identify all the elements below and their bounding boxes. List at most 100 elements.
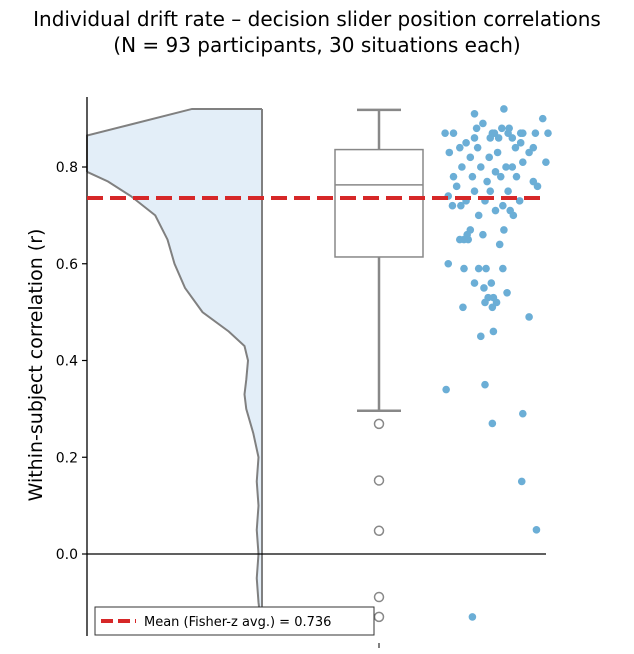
box-iqr — [334, 148, 424, 258]
data-point — [470, 109, 479, 118]
data-point — [500, 226, 508, 234]
data-point — [542, 158, 550, 166]
points-layer — [441, 105, 552, 621]
data-point — [498, 124, 506, 133]
data-point — [470, 134, 479, 142]
data-point — [508, 163, 517, 171]
data-point — [525, 313, 533, 321]
data-point — [482, 264, 490, 273]
y-tick-label: 0.2 — [56, 450, 78, 466]
data-point — [458, 163, 466, 171]
data-point — [486, 187, 495, 195]
data-point — [512, 172, 521, 181]
data-point — [477, 163, 485, 171]
data-point — [459, 303, 467, 312]
data-point — [449, 129, 458, 137]
data-point — [504, 187, 512, 195]
outlier-point — [373, 418, 385, 430]
data-point — [500, 105, 508, 113]
chart-title-line-1: Individual drift rate – decision slider … — [33, 7, 601, 31]
data-point — [519, 409, 527, 418]
data-point — [499, 201, 507, 210]
data-point — [488, 303, 497, 312]
data-point — [509, 211, 518, 220]
data-point — [532, 526, 541, 534]
boxplot-layer — [334, 108, 424, 648]
data-point — [468, 613, 477, 621]
data-point — [449, 172, 458, 181]
data-point — [466, 153, 475, 162]
data-point — [442, 385, 450, 394]
y-axis-label: Within-subject correlation (r) — [25, 229, 47, 502]
data-point — [490, 129, 499, 137]
data-point — [544, 129, 552, 137]
data-point — [462, 139, 470, 147]
y-tick-label: 0.4 — [56, 354, 78, 370]
data-point — [468, 172, 477, 181]
data-point — [464, 235, 473, 244]
legend-frame — [94, 606, 375, 636]
data-point — [505, 124, 513, 133]
y-axis: 0.0 0.2 0.4 0.6 0.8 — [56, 97, 88, 636]
data-point — [487, 279, 496, 287]
data-point — [441, 129, 449, 137]
data-point — [531, 129, 540, 137]
data-point — [496, 172, 505, 181]
data-point — [456, 143, 464, 152]
legend-mean-label: Mean (Fisher-z avg.) = 0.736 — [144, 615, 331, 630]
data-point — [519, 158, 527, 166]
chart-title-line-2: (N = 93 participants, 30 situations each… — [113, 33, 521, 57]
data-point — [508, 134, 517, 142]
data-point — [479, 119, 487, 128]
outlier-point — [373, 525, 385, 537]
data-point — [481, 298, 489, 307]
y-tick-label: 0.0 — [56, 547, 78, 563]
violin-fill — [87, 108, 262, 617]
data-point — [491, 168, 500, 176]
outlier-point — [373, 611, 385, 623]
data-point — [491, 206, 500, 215]
data-point — [448, 201, 457, 210]
data-point — [477, 332, 485, 341]
data-point — [533, 182, 542, 191]
data-point — [456, 235, 464, 244]
data-point — [515, 197, 524, 205]
outlier-point — [373, 591, 385, 603]
outlier-point — [373, 475, 385, 486]
data-point — [445, 148, 454, 157]
data-point — [493, 148, 502, 157]
y-tick-label: 0.6 — [56, 257, 78, 273]
data-point — [488, 419, 497, 428]
data-point — [503, 288, 511, 297]
data-point — [489, 327, 498, 336]
data-point — [519, 129, 527, 137]
data-point — [483, 177, 491, 186]
legend: Mean (Fisher-z avg.) = 0.736 — [94, 606, 375, 636]
data-point — [460, 264, 468, 273]
data-point — [485, 153, 494, 162]
data-point — [474, 264, 483, 273]
data-point — [444, 259, 453, 268]
data-point — [529, 143, 538, 152]
data-point — [511, 143, 520, 152]
data-point — [452, 182, 461, 191]
data-point — [473, 143, 482, 152]
violin-density-outline — [86, 170, 262, 618]
data-point — [470, 279, 479, 287]
data-point — [474, 211, 483, 220]
data-point — [495, 240, 504, 249]
data-point — [481, 380, 489, 389]
data-point — [457, 201, 465, 210]
chart-title: Individual drift rate – decision slider … — [0, 6, 634, 58]
y-tick-label: 0.8 — [56, 160, 78, 176]
data-point — [472, 124, 481, 133]
data-point — [538, 114, 547, 123]
data-point — [499, 264, 507, 273]
data-point — [470, 187, 479, 195]
data-point — [517, 477, 526, 486]
data-point — [516, 139, 525, 147]
data-point — [502, 163, 510, 171]
data-point — [480, 284, 488, 292]
violin-layer — [86, 107, 263, 618]
